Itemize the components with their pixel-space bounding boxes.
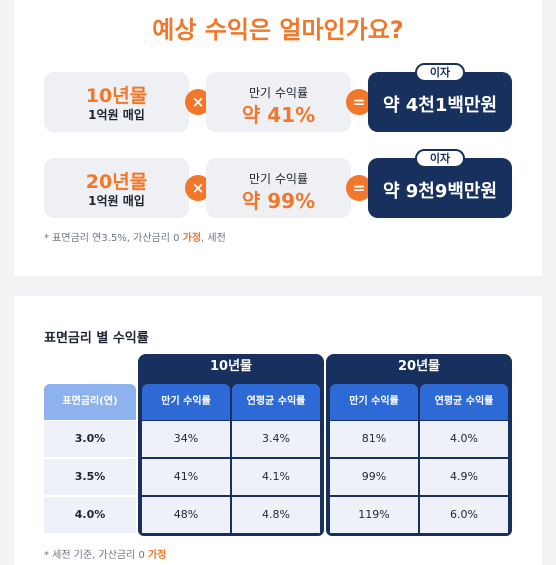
interest-value: 약 4천1백만원 (382, 95, 498, 116)
table-cell: 4.9% (420, 459, 508, 495)
table-cell: 4.0% (420, 421, 508, 457)
note-highlight: 가정 (182, 233, 202, 244)
table-cell: 119% (330, 497, 418, 533)
bond-years: 10년물 (85, 85, 148, 107)
bond-purchase-box: 10년물 1억원 매입 (44, 72, 189, 132)
equals-icon: = (346, 89, 372, 115)
group-header-20y: 20년물 (326, 354, 512, 384)
column-header: 만기 수익률 (330, 384, 418, 420)
bond-years: 20년물 (85, 171, 148, 193)
column-header: 연평균 수익률 (232, 384, 320, 420)
rate-column-header: 표면금리(연) (44, 384, 136, 420)
page-title: 예상 수익은 얼마인가요? (152, 16, 404, 44)
interest-result-box: 약 4천1백만원 (368, 72, 512, 132)
column-header: 만기 수익률 (142, 384, 230, 420)
table-cell: 4.1% (232, 459, 320, 495)
table-cell: 41% (142, 459, 230, 495)
yield-label: 만기 수익률 (248, 86, 308, 100)
yield-value: 약 41% (241, 103, 316, 127)
rate-cell: 3.5% (44, 459, 136, 495)
yield-value: 약 99% (241, 189, 316, 213)
return-row-20y: 20년물 1억원 매입 × 만기 수익률 약 99% = 약 9천9백만원 이자 (44, 149, 512, 218)
yield-label: 만기 수익률 (248, 172, 308, 186)
table-cell: 4.8% (232, 497, 320, 533)
bond-purchase-box: 20년물 1억원 매입 (44, 158, 189, 218)
yield-table-card: 표면금리 별 수익률 10년물 20년물 표면금리(연) 만기 수익률 연평균 … (14, 296, 542, 565)
rate-cell: 4.0% (44, 497, 136, 533)
interest-tag: 이자 (415, 63, 465, 82)
table-cell: 6.0% (420, 497, 508, 533)
purchase-amount: 1억원 매입 (88, 194, 145, 208)
note-highlight: 가정 (148, 550, 167, 561)
expected-return-card: 예상 수익은 얼마인가요? 10년물 1억원 매입 × 만기 수익률 약 41%… (14, 0, 542, 276)
maturity-yield-box: 만기 수익률 약 41% (206, 72, 351, 132)
interest-result-box: 약 9천9백만원 (368, 158, 512, 218)
table-cell: 48% (142, 497, 230, 533)
group-header-10y: 10년물 (138, 354, 324, 384)
interest-value: 약 9천9백만원 (382, 181, 498, 202)
assumption-note: * 표면금리 연3.5%, 가산금리 0 가정, 세전 (44, 229, 226, 244)
column-header: 연평균 수익률 (420, 384, 508, 420)
table-cell: 34% (142, 421, 230, 457)
table-cell: 3.4% (232, 421, 320, 457)
table-note: * 세전 기준, 가산금리 0 가정 (44, 546, 166, 561)
table-cell: 99% (330, 459, 418, 495)
section-title: 표면금리 별 수익률 (44, 331, 149, 346)
table-cell: 81% (330, 421, 418, 457)
note-suffix: , 세전 (201, 233, 226, 244)
rate-cell: 3.0% (44, 421, 136, 457)
interest-tag: 이자 (415, 149, 465, 168)
purchase-amount: 1억원 매입 (88, 108, 145, 122)
note-text: * 세전 기준, 가산금리 0 (44, 550, 149, 561)
return-row-10y: 10년물 1억원 매입 × 만기 수익률 약 41% = 약 4천1백만원 이자 (44, 63, 512, 132)
maturity-yield-box: 만기 수익률 약 99% (206, 158, 351, 218)
note-text: * 표면금리 연3.5%, 가산금리 0 (44, 233, 183, 244)
equals-icon: = (346, 175, 372, 201)
